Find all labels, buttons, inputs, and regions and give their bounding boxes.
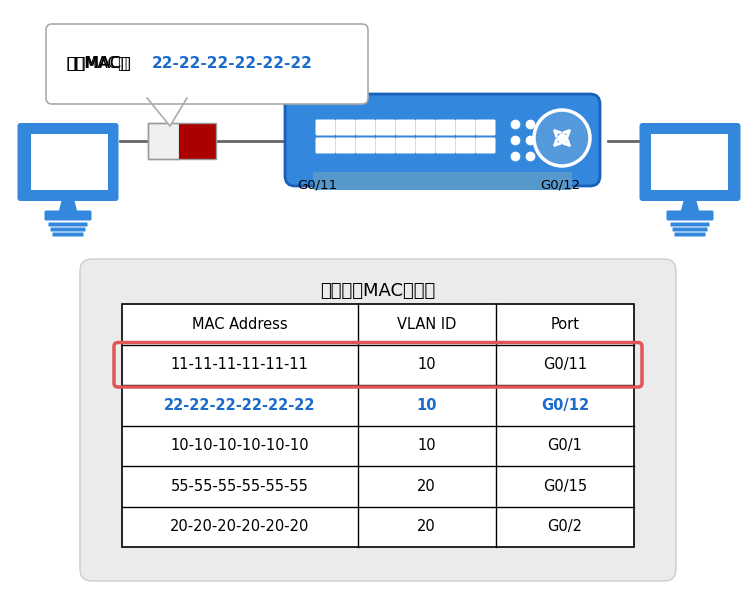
- FancyBboxPatch shape: [476, 138, 495, 154]
- Text: G0/2: G0/2: [547, 519, 582, 534]
- Text: 目的MAC：: 目的MAC：: [66, 56, 127, 70]
- FancyBboxPatch shape: [336, 119, 355, 135]
- Text: G0/12: G0/12: [540, 179, 580, 192]
- FancyBboxPatch shape: [46, 24, 368, 104]
- Text: 22-22-22-22-22-22: 22-22-22-22-22-22: [152, 56, 313, 70]
- FancyBboxPatch shape: [375, 138, 396, 154]
- FancyBboxPatch shape: [436, 119, 455, 135]
- FancyBboxPatch shape: [455, 138, 476, 154]
- Text: 交换机的MAC地址表: 交换机的MAC地址表: [320, 282, 436, 300]
- Bar: [148, 123, 216, 159]
- Text: 目的MAC：: 目的MAC：: [66, 56, 130, 70]
- Text: 55-55-55-55-55-55: 55-55-55-55-55-55: [171, 479, 308, 493]
- FancyBboxPatch shape: [51, 228, 85, 232]
- FancyBboxPatch shape: [639, 123, 740, 201]
- Polygon shape: [59, 198, 77, 213]
- Text: MAC Address: MAC Address: [192, 317, 287, 332]
- FancyBboxPatch shape: [436, 138, 455, 154]
- FancyBboxPatch shape: [355, 138, 375, 154]
- Text: G0/12: G0/12: [541, 398, 589, 413]
- FancyBboxPatch shape: [336, 138, 355, 154]
- Text: Port: Port: [550, 317, 579, 332]
- Text: G0/11: G0/11: [543, 357, 587, 372]
- FancyBboxPatch shape: [48, 222, 87, 226]
- Bar: [122, 304, 634, 547]
- Text: 10-10-10-10-10-10: 10-10-10-10-10-10: [170, 439, 309, 453]
- Bar: [651, 134, 730, 190]
- Polygon shape: [147, 98, 187, 126]
- Bar: [29, 134, 108, 190]
- Text: G0/15: G0/15: [543, 479, 587, 493]
- Text: 20: 20: [417, 519, 436, 534]
- FancyBboxPatch shape: [315, 138, 336, 154]
- Bar: [728, 126, 737, 198]
- Text: 20-20-20-20-20-20: 20-20-20-20-20-20: [170, 519, 309, 534]
- Text: 10: 10: [417, 439, 436, 453]
- FancyBboxPatch shape: [355, 119, 375, 135]
- Text: VLAN ID: VLAN ID: [397, 317, 456, 332]
- FancyBboxPatch shape: [313, 172, 572, 190]
- FancyBboxPatch shape: [396, 119, 415, 135]
- FancyBboxPatch shape: [53, 232, 84, 236]
- Text: G0/1: G0/1: [547, 439, 582, 453]
- FancyBboxPatch shape: [44, 210, 91, 220]
- Text: G0/11: G0/11: [297, 179, 337, 192]
- Bar: [20, 126, 30, 198]
- Text: 目的MAC：: 目的MAC：: [66, 56, 130, 70]
- FancyBboxPatch shape: [375, 119, 396, 135]
- Polygon shape: [681, 198, 699, 213]
- FancyBboxPatch shape: [476, 119, 495, 135]
- FancyBboxPatch shape: [80, 259, 676, 581]
- Text: 10: 10: [417, 357, 436, 372]
- FancyBboxPatch shape: [415, 138, 436, 154]
- Circle shape: [534, 110, 590, 166]
- Text: 22-22-22-22-22-22: 22-22-22-22-22-22: [164, 398, 315, 413]
- FancyBboxPatch shape: [675, 232, 706, 236]
- FancyBboxPatch shape: [670, 222, 710, 226]
- Text: 10: 10: [416, 398, 437, 413]
- FancyBboxPatch shape: [667, 210, 713, 220]
- Text: 11-11-11-11-11-11: 11-11-11-11-11-11: [171, 357, 308, 372]
- FancyBboxPatch shape: [315, 119, 336, 135]
- FancyBboxPatch shape: [415, 119, 436, 135]
- Bar: [148, 123, 179, 159]
- FancyBboxPatch shape: [455, 119, 476, 135]
- FancyBboxPatch shape: [673, 228, 707, 232]
- FancyBboxPatch shape: [285, 94, 600, 186]
- FancyBboxPatch shape: [17, 123, 118, 201]
- Bar: [179, 123, 216, 159]
- FancyBboxPatch shape: [396, 138, 415, 154]
- Text: 20: 20: [417, 479, 436, 493]
